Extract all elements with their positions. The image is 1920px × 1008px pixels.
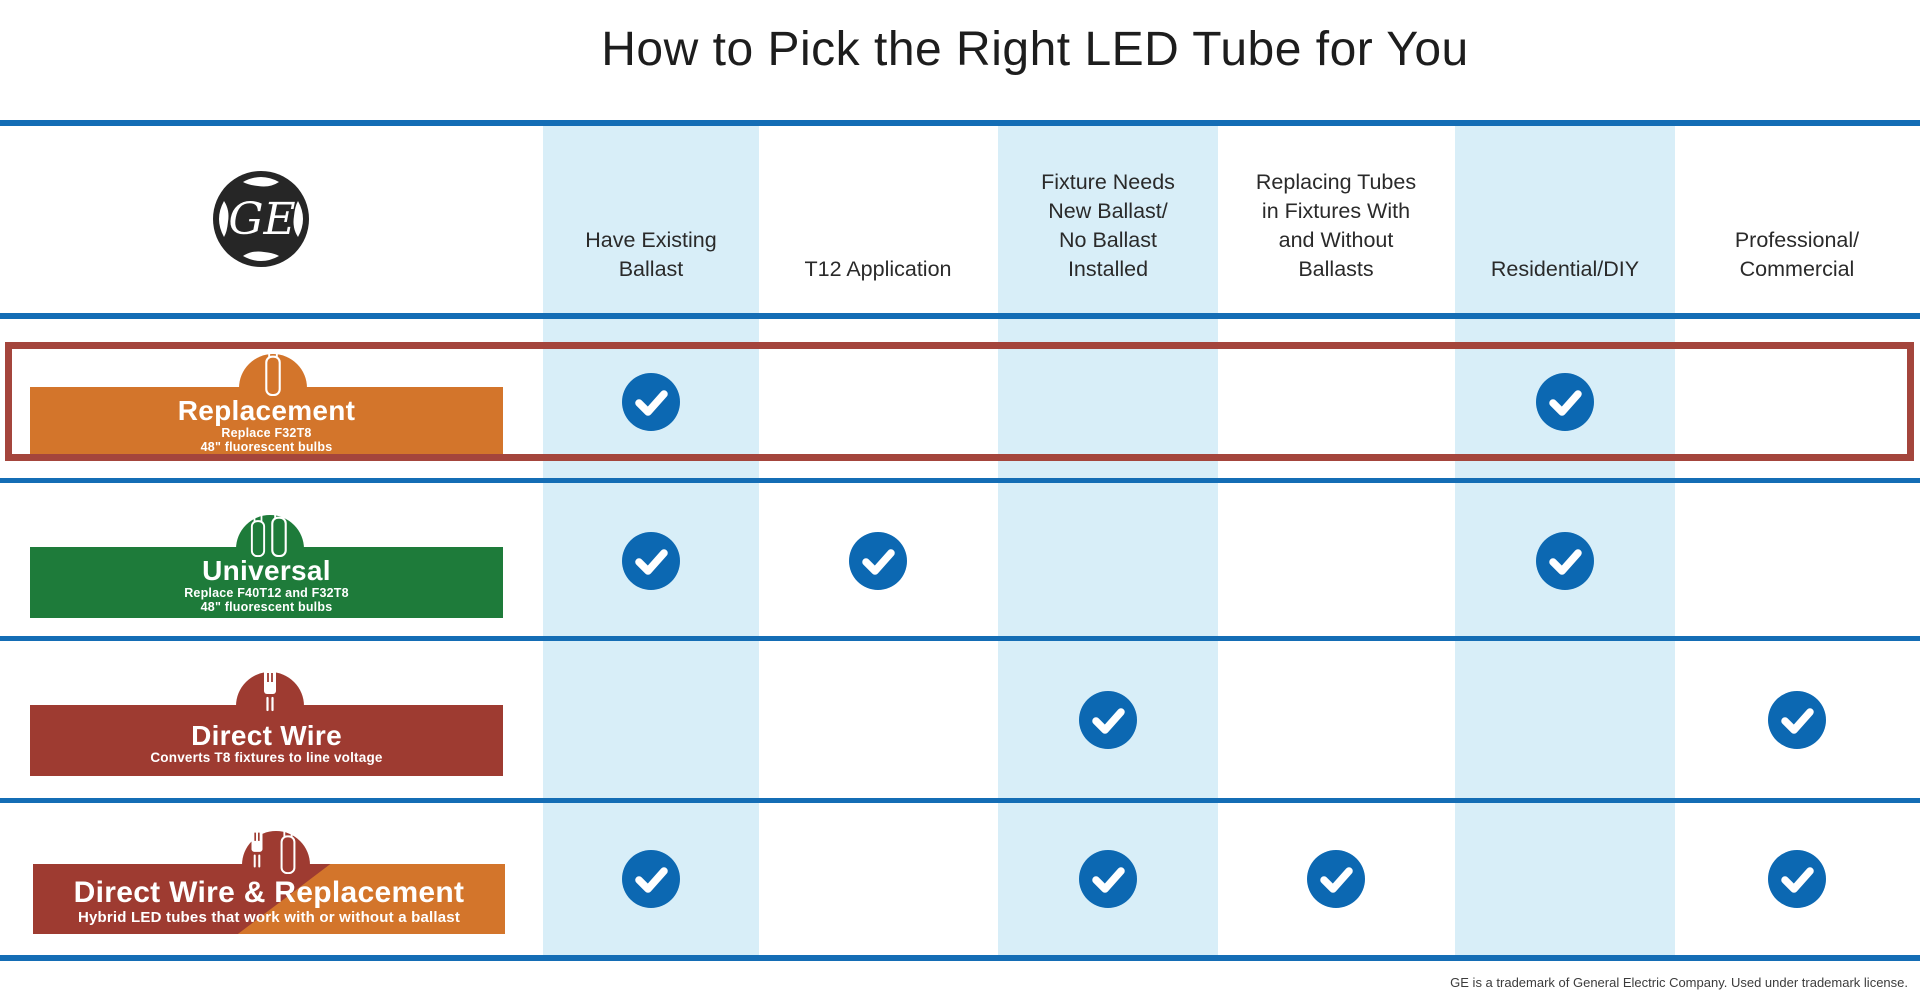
direct-wire-replacement-banner-text: Direct Wire & Replacement Hybrid LED tub…: [33, 864, 505, 936]
checkmark: [849, 532, 907, 590]
wired-led-tube-icon: [264, 669, 276, 712]
led-tube-icon: [250, 515, 266, 557]
row2-row3-rule: [0, 636, 1920, 641]
column-header-replacing-tubes: Replacing Tubes in Fixtures With and Wit…: [1255, 170, 1417, 281]
checkmark: [1536, 373, 1594, 431]
column-header-t12-application: T12 Application: [804, 257, 952, 281]
led-tube-icon: [265, 350, 281, 396]
direct-wire-replacement-banner: [33, 864, 505, 934]
checkmark: [1768, 850, 1826, 908]
row-subtitle: 48" fluorescent bulbs: [200, 600, 333, 614]
row-subtitle: Converts T8 fixtures to line voltage: [150, 749, 383, 765]
column-header-residential-diy: Residential/DIY: [1490, 257, 1640, 281]
page-title: How to Pick the Right LED Tube for You: [601, 23, 1469, 76]
row-title: Replacement: [177, 394, 356, 426]
checkmark: [1768, 691, 1826, 749]
checkmark: [1307, 850, 1365, 908]
table-bottom-rule: [0, 955, 1920, 961]
header-bottom-rule: [0, 313, 1920, 319]
column-header-have-existing-ballast: Have Existing Ballast: [585, 228, 717, 281]
row-title: Universal: [202, 554, 331, 586]
checkmark: [1536, 532, 1594, 590]
led-tube-icon: [280, 830, 296, 874]
column-header-fixture-needs-ballast: Fixture Needs New Ballast/ No Ballast In…: [1041, 170, 1175, 281]
row-title: Direct Wire: [191, 719, 342, 751]
ge-monogram-text: GE: [228, 194, 295, 245]
checkmark: [622, 532, 680, 590]
universal-banner: [30, 547, 503, 618]
replacement-banner: [30, 387, 503, 458]
ge-logo: GE: [213, 171, 309, 267]
checkmark: [622, 373, 680, 431]
checkmark: [1079, 850, 1137, 908]
wired-led-tube-icon: [251, 828, 263, 868]
column-highlight-band-fixture-needs-ballast: [998, 126, 1218, 955]
universal-banner-text: Universal Replace F40T12 and F32T8 48" f…: [30, 547, 503, 620]
row3-row4-rule: [0, 798, 1920, 803]
checkmark: [1079, 691, 1137, 749]
trademark-notice: GE is a trademark of General Electric Co…: [1450, 975, 1908, 990]
led-tube-icon: [271, 511, 287, 557]
column-header-professional-commercial: Professional/ Commercial: [1734, 228, 1860, 281]
table-top-rule: [0, 120, 1920, 126]
row1-row2-rule: [0, 478, 1920, 483]
row-subtitle: Replace F32T8: [221, 425, 312, 440]
replacement-banner-text: Replacement Replace F32T8 48" fluorescen…: [30, 387, 503, 460]
direct-wire-banner-text: Direct Wire Converts T8 fixtures to line…: [30, 705, 503, 778]
row-subtitle: Replace F40T12 and F32T8: [184, 585, 349, 600]
checkmark: [622, 850, 680, 908]
row-subtitle: Hybrid LED tubes that work with or witho…: [77, 908, 461, 926]
recommended-row-highlight-frame: [5, 342, 1914, 461]
direct-wire-banner: [30, 705, 503, 776]
row-subtitle: 48" fluorescent bulbs: [200, 440, 333, 454]
row-title: Direct Wire & Replacement: [73, 875, 465, 909]
